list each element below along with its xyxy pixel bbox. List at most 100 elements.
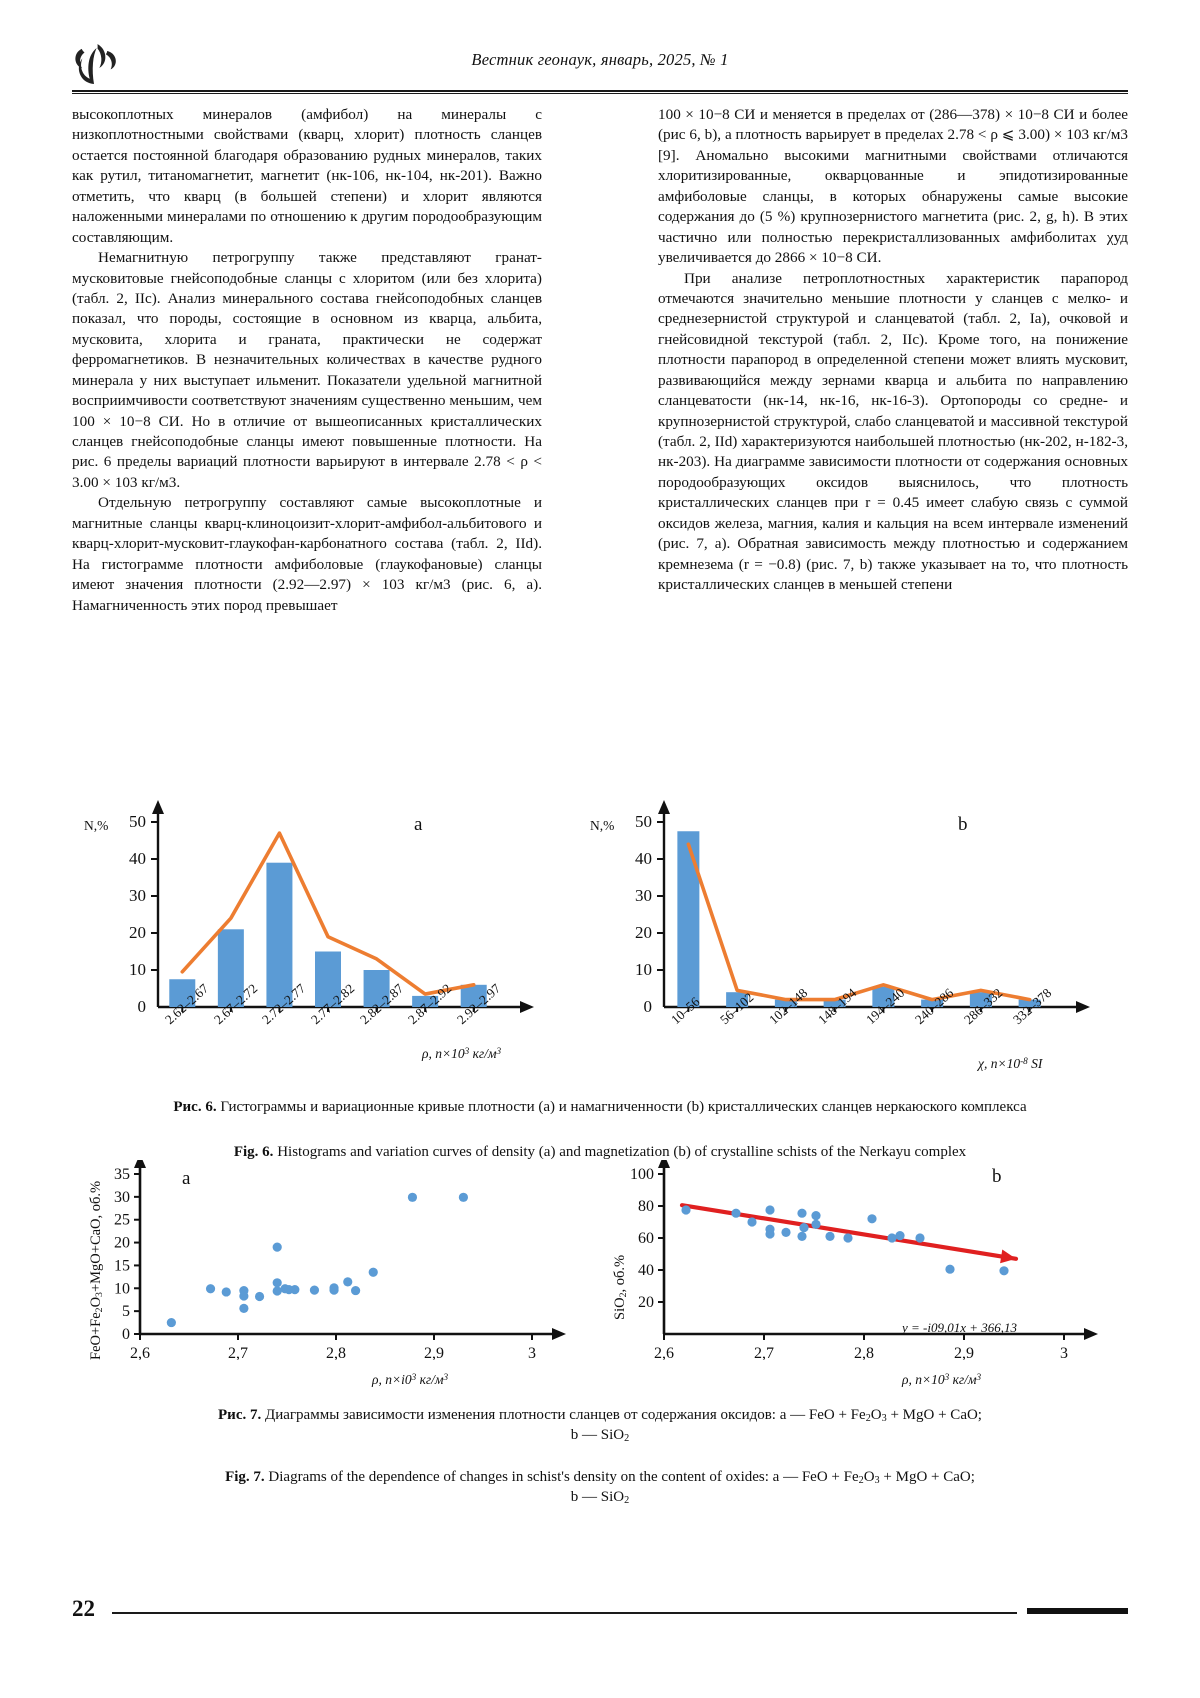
histogram-bar: [969, 992, 992, 1007]
y-tick-label: 30: [114, 1189, 130, 1206]
scatter-point: [329, 1285, 339, 1295]
variation-curve: [180, 831, 476, 996]
figure-7-caption-en: Fig. 7. Diagrams of the dependence of ch…: [72, 1468, 1128, 1507]
fig7-caption-ru-line1: Диаграммы зависимости изменения плотност…: [261, 1407, 982, 1425]
fig7-caption-ru-label: Рис. 7.: [218, 1407, 262, 1423]
figure-7: FeO+Fe2O3+MgO+CaO, об.% a 0 5 10 15 20 25 30 35…: [72, 1160, 1128, 1395]
paragraph: Немагнитную петрогруппу также представля…: [72, 249, 542, 491]
fig7b-ylabel: SiO2, об.%: [612, 1254, 630, 1320]
scatter-point: [867, 1214, 877, 1224]
y-tick-label: 20: [129, 923, 146, 942]
scatter-point: [765, 1205, 775, 1215]
left-column: высокоплотных минералов (амфибол) на мин…: [72, 105, 542, 616]
y-tick-label: 5: [122, 1303, 130, 1320]
scatter-point: [887, 1233, 897, 1243]
leaf-logo-icon: [72, 40, 116, 86]
fig6b-ylabel: N,%: [590, 818, 615, 833]
scatter-point: [239, 1291, 249, 1301]
chart-fig6b: N,% b 0 10 20 30 40 50 χ, n×10-8 SI 10–56 56–1…: [578, 800, 1128, 1100]
y-tick-label: 30: [635, 886, 652, 905]
fig7-caption-en-line2: b — SiO2: [570, 1488, 630, 1506]
y-tick-label: 20: [635, 923, 652, 942]
histogram-bar: [217, 929, 244, 1007]
histogram-bar: [363, 970, 390, 1007]
x-tick-label: 2,6: [130, 1345, 150, 1360]
histogram-bar: [726, 992, 749, 1007]
paragraph: При анализе петроплотностных характерист…: [658, 269, 1128, 594]
histogram-bar: [169, 979, 196, 1007]
body-columns: высокоплотных минералов (амфибол) на мин…: [72, 105, 1128, 616]
y-tick-label: 0: [644, 997, 653, 1016]
histogram-bar: [412, 995, 439, 1007]
page-header: Вестник геонаук, январь, 2025, № 1: [72, 38, 1128, 94]
scatter-point: [765, 1229, 775, 1239]
histogram-bar: [921, 999, 944, 1007]
scatter-point: [945, 1264, 955, 1274]
y-tick-label: 35: [114, 1166, 130, 1183]
y-tick-label: 10: [635, 960, 652, 979]
chart-fig6a: N,% a 0 10 20 30 40 50 ρ, n×103 кг/м3 2.62–2.…: [72, 800, 572, 1100]
x-tick-label: 3: [1060, 1345, 1068, 1360]
y-tick-label: 0: [122, 1326, 130, 1343]
scatter-point: [825, 1231, 835, 1241]
scatter-point: [272, 1278, 282, 1288]
scatter-point: [290, 1285, 300, 1295]
scatter-point: [843, 1233, 853, 1243]
scatter-point: [915, 1233, 925, 1243]
x-tick-label: 2,8: [326, 1345, 346, 1360]
scatter-point: [999, 1266, 1009, 1276]
histogram-bar: [266, 862, 293, 1007]
figure-6: N,% a 0 10 20 30 40 50 ρ, n×103 кг/м3 2.62–2.…: [72, 800, 1128, 1100]
scatter-point: [351, 1285, 361, 1296]
fig6-caption-ru-text: Гистограммы и вариационные кривые плотно…: [216, 1099, 1027, 1115]
fig6b-panel-letter: b: [958, 814, 968, 835]
y-tick-label: 30: [129, 886, 146, 905]
y-tick-label: 60: [638, 1230, 654, 1247]
variation-curve: [686, 842, 1032, 1002]
fig7a-ylabel: FeO+Fe2O3+MgO+CaO, об.%: [88, 1180, 106, 1360]
x-tick-label: 3: [528, 1345, 536, 1360]
chart-fig7a: FeO+Fe2O3+MgO+CaO, об.% a 0 5 10 15 20 25 30 35…: [72, 1160, 582, 1395]
fig7-caption-en-label: Fig. 7.: [225, 1469, 265, 1485]
journal-title-text: Вестник геонаук, январь, 2025, № 1: [471, 50, 729, 69]
x-tick-label: 2,7: [228, 1345, 248, 1360]
y-tick-label: 40: [635, 849, 652, 868]
scatter-point: [895, 1231, 905, 1241]
fig7a-panel-letter: a: [182, 1168, 191, 1189]
fig7b-xlabel: ρ, n×103 кг/м3: [902, 1372, 982, 1387]
x-tick-label: 2,7: [754, 1345, 774, 1360]
y-tick-label: 20: [638, 1294, 654, 1311]
fig6a-panel-letter: a: [414, 814, 423, 835]
x-tick-label: 2,9: [424, 1345, 444, 1360]
x-tick-label: 2,6: [654, 1345, 674, 1360]
journal-title: Вестник геонаук, январь, 2025, № 1: [72, 50, 1128, 70]
histogram-bar: [1018, 999, 1041, 1007]
scatter-point: [368, 1267, 378, 1277]
x-tick-label: 2,9: [954, 1345, 974, 1360]
scatter-point: [681, 1205, 691, 1215]
fig6-caption-en-text: Histograms and variation curves of densi…: [273, 1144, 967, 1160]
chart-fig7b: SiO2, об.% b 20 40 60 80 100 2,6 2,7 2,8 2,9 3 ρ,…: [602, 1160, 1128, 1395]
y-tick-label: 100: [630, 1166, 654, 1183]
fig7a-plot: 0 5 10 15 20 25 30 35 2,6 2,7 2,8 2,9 3: [114, 1160, 566, 1360]
scatter-point: [239, 1303, 249, 1313]
fig6a-plot: 0 10 20 30 40 50: [129, 800, 534, 1016]
scatter-point: [747, 1217, 757, 1227]
scatter-point: [272, 1242, 282, 1252]
scatter-point: [811, 1219, 821, 1229]
scatter-point: [166, 1317, 176, 1328]
y-tick-label: 15: [114, 1257, 130, 1274]
y-tick-label: 50: [635, 812, 652, 831]
scatter-point: [781, 1227, 791, 1237]
scatter-point: [309, 1285, 320, 1295]
histogram-bar: [872, 986, 895, 1007]
scatter-point: [458, 1192, 468, 1202]
scatter-point: [731, 1208, 741, 1218]
fig6-caption-en-label: Fig. 6.: [233, 1144, 274, 1160]
y-tick-label: 10: [129, 960, 146, 979]
y-tick-label: 10: [114, 1280, 130, 1297]
y-tick-label: 20: [114, 1235, 130, 1252]
figure-6-caption-ru: Рис. 6. Гистограммы и вариационные кривы…: [72, 1098, 1128, 1118]
paragraph: 100 × 10−8 СИ и меняется в пределах от (…: [658, 106, 1128, 267]
